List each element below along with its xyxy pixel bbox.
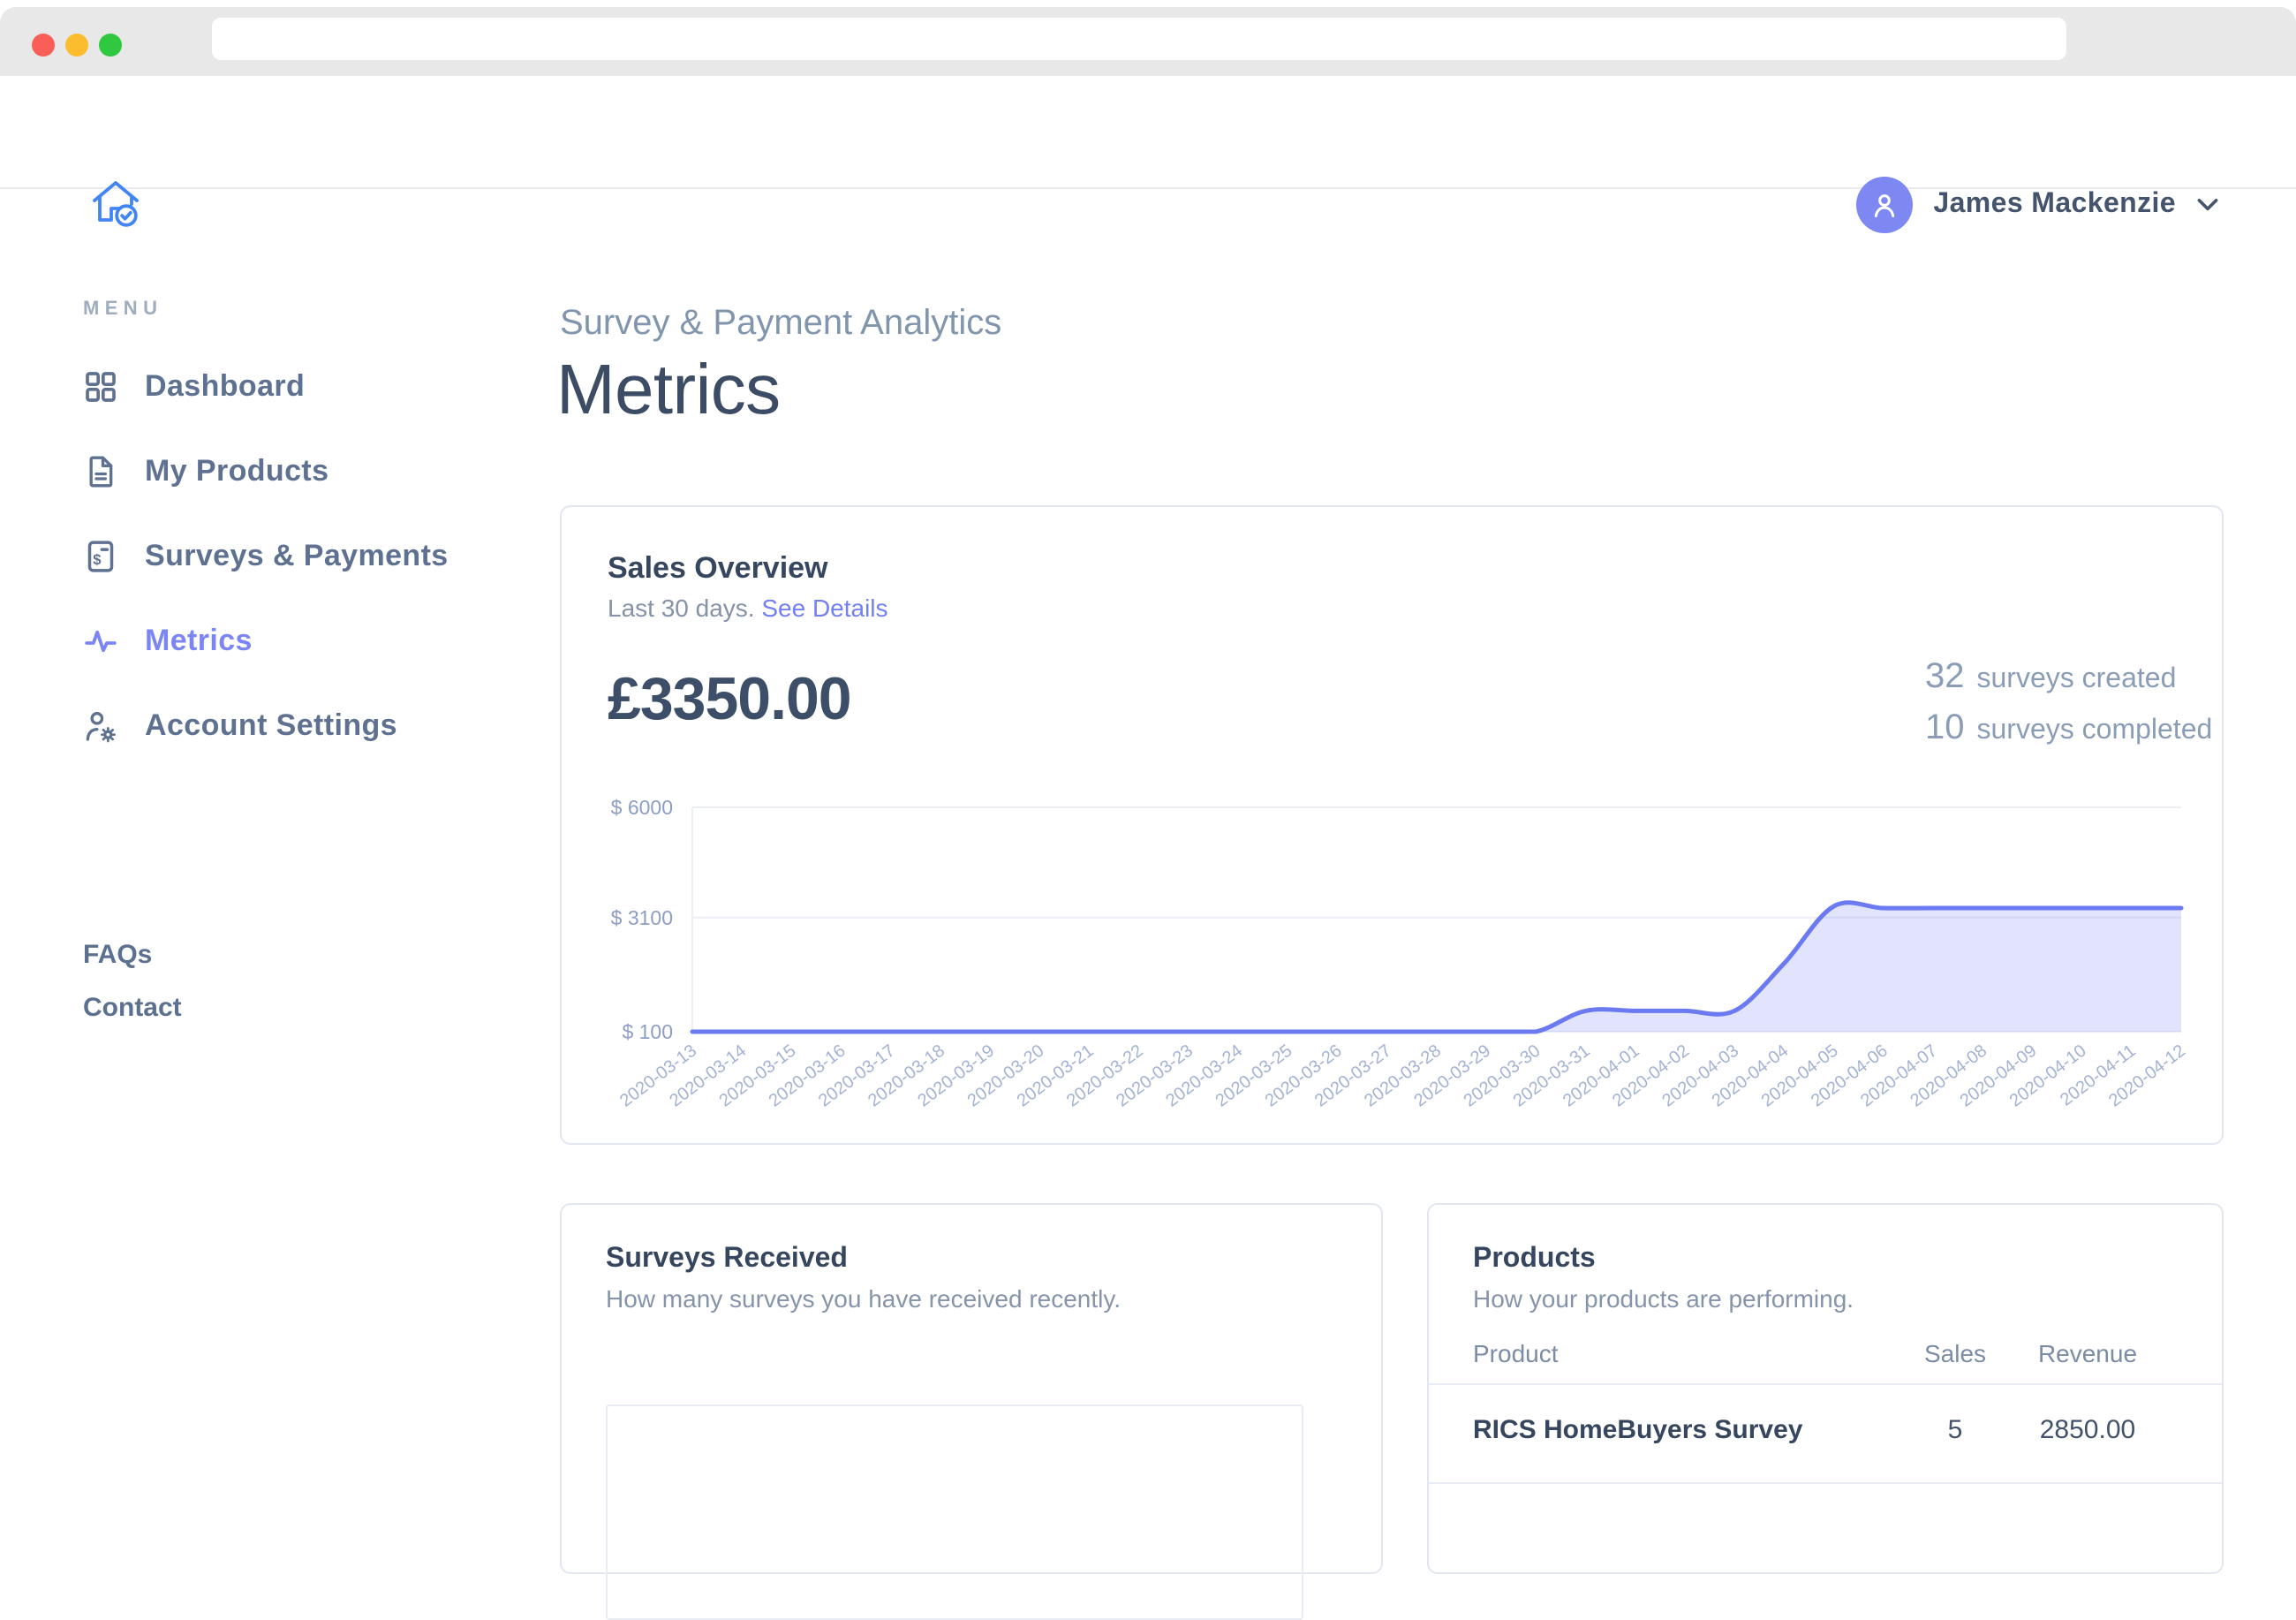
svg-text:2020-03-23: 2020-03-23 [1113,1041,1197,1110]
svg-text:2020-04-09: 2020-04-09 [1956,1041,2040,1110]
column-header-sales: Sales [1923,1339,1987,1367]
grid-icon [83,369,118,405]
cell-product: RICS HomeBuyers Survey [1473,1415,1803,1445]
svg-text:$: $ [93,551,102,568]
sidebar-menu-label: MENU [83,299,163,320]
sidebar-footer-links: FAQs Contact [83,929,182,1033]
svg-text:2020-03-18: 2020-03-18 [865,1041,948,1110]
stat-value: 10 [1925,708,1965,747]
app-header: James Mackenzie [0,76,2296,232]
table-divider [1429,1383,2222,1385]
sidebar-item-my-products[interactable]: My Products [83,429,525,514]
sales-stat: 10 surveys completed [1925,708,2212,749]
products-card: Products How your products are performin… [1427,1203,2224,1574]
sidebar-item-label: Dashboard [145,369,306,403]
sales-overview-title: Sales Overview [608,551,828,585]
avatar [1855,176,1913,232]
cell-sales: 5 [1947,1415,1963,1445]
sidebar-item-dashboard[interactable]: Dashboard [83,344,525,429]
products-subtitle: How your products are performing. [1473,1284,1854,1313]
svg-text:2020-03-14: 2020-03-14 [666,1041,750,1110]
column-header-product: Product [1473,1339,1559,1367]
svg-text:2020-04-12: 2020-04-12 [2105,1041,2189,1110]
svg-text:2020-03-24: 2020-03-24 [1162,1041,1246,1110]
surveys-received-subtitle: How many surveys you have received recen… [606,1284,1122,1313]
sidebar-item-metrics[interactable]: Metrics [83,599,525,684]
invoice-dollar-icon: $ [83,539,118,574]
svg-text:2020-03-19: 2020-03-19 [914,1041,998,1110]
traffic-light-maximize[interactable] [99,34,122,57]
column-header-revenue: Revenue [2037,1339,2138,1367]
surveys-received-chart-placeholder [606,1404,1303,1620]
sidebar-link-contact[interactable]: Contact [83,992,182,1022]
browser-chrome [0,7,2296,76]
sales-stat: 32 surveys created [1925,657,2212,698]
svg-text:2020-03-30: 2020-03-30 [1460,1041,1544,1110]
chevron-down-icon [2197,198,2218,210]
products-title: Products [1473,1244,1596,1274]
svg-text:$ 3100: $ 3100 [611,906,673,929]
svg-text:2020-03-29: 2020-03-29 [1410,1041,1494,1110]
svg-text:2020-03-25: 2020-03-25 [1212,1041,1295,1110]
stat-label: surveys completed [1976,715,2213,746]
browser-url-bar[interactable] [212,18,2066,60]
app-window: James Mackenzie MENU Dashboard My Product… [0,7,2296,1620]
svg-text:2020-03-13: 2020-03-13 [616,1041,700,1110]
surveys-received-title: Surveys Received [606,1244,848,1274]
sales-overview-subtitle: Last 30 days. See Details [608,594,888,622]
sales-overview-card: Sales Overview Last 30 days. See Details… [560,505,2224,1145]
surveys-received-card: Surveys Received How many surveys you ha… [560,1203,1383,1620]
svg-text:2020-04-07: 2020-04-07 [1857,1041,1941,1110]
traffic-light-minimize[interactable] [65,34,88,57]
page-eyebrow: Survey & Payment Analytics [560,304,1002,343]
sidebar-item-label: My Products [145,454,329,488]
sidebar-item-account-settings[interactable]: Account Settings [83,684,525,768]
svg-text:$ 100: $ 100 [622,1020,673,1043]
sales-stats: 32 surveys created 10 surveys completed [1925,657,2212,760]
svg-text:2020-03-15: 2020-03-15 [715,1041,799,1110]
table-row: RICS HomeBuyers Survey 5 2850.00 [1429,1415,2222,1445]
user-name: James Mackenzie [1933,188,2176,218]
traffic-light-close[interactable] [32,34,55,57]
sidebar-item-label: Account Settings [145,708,397,742]
svg-text:2020-04-11: 2020-04-11 [2057,1041,2140,1109]
sidebar: MENU Dashboard My Products $ Surveys & Paym… [83,299,525,1022]
svg-text:2020-04-08: 2020-04-08 [1907,1041,1990,1110]
svg-text:2020-04-05: 2020-04-05 [1758,1041,1842,1110]
sidebar-item-label: Metrics [145,624,253,657]
svg-text:2020-04-03: 2020-04-03 [1658,1041,1742,1110]
stat-label: surveys created [1976,664,2177,694]
stat-value: 32 [1925,657,1965,696]
svg-text:2020-03-21: 2020-03-21 [1014,1041,1098,1110]
svg-text:2020-03-20: 2020-03-20 [963,1041,1047,1110]
svg-text:$ 6000: $ 6000 [611,796,673,819]
svg-text:2020-03-28: 2020-03-28 [1361,1041,1445,1110]
sales-total-amount: £3350.00 [608,666,852,733]
sidebar-item-label: Surveys & Payments [145,539,449,572]
activity-icon [83,624,118,659]
svg-text:2020-04-06: 2020-04-06 [1808,1041,1892,1110]
user-gear-icon [83,708,118,744]
cell-revenue: 2850.00 [2039,1415,2136,1445]
sidebar-link-faqs[interactable]: FAQs [83,940,153,970]
svg-text:2020-03-16: 2020-03-16 [766,1041,850,1110]
svg-text:2020-03-22: 2020-03-22 [1063,1041,1147,1110]
table-divider [1429,1482,2222,1484]
file-icon [83,454,118,489]
svg-text:2020-04-01: 2020-04-01 [1560,1041,1643,1110]
svg-text:2020-03-26: 2020-03-26 [1262,1041,1346,1110]
user-menu[interactable]: James Mackenzie [1855,175,2218,233]
svg-text:2020-03-17: 2020-03-17 [815,1041,899,1110]
products-table-header: Product Sales Revenue [1429,1339,2222,1367]
home-check-logo-icon[interactable] [88,175,143,240]
svg-text:2020-04-02: 2020-04-02 [1609,1041,1693,1110]
svg-text:2020-04-04: 2020-04-04 [1708,1041,1792,1110]
svg-text:2020-03-27: 2020-03-27 [1311,1041,1395,1110]
svg-text:2020-04-10: 2020-04-10 [2006,1041,2090,1110]
svg-text:2020-03-31: 2020-03-31 [1510,1041,1594,1110]
see-details-link[interactable]: See Details [761,594,888,622]
sidebar-nav: Dashboard My Products $ Surveys & Payments M… [83,344,525,768]
page-title: Metrics [556,352,781,429]
sidebar-item-surveys-payments[interactable]: $ Surveys & Payments [83,514,525,599]
